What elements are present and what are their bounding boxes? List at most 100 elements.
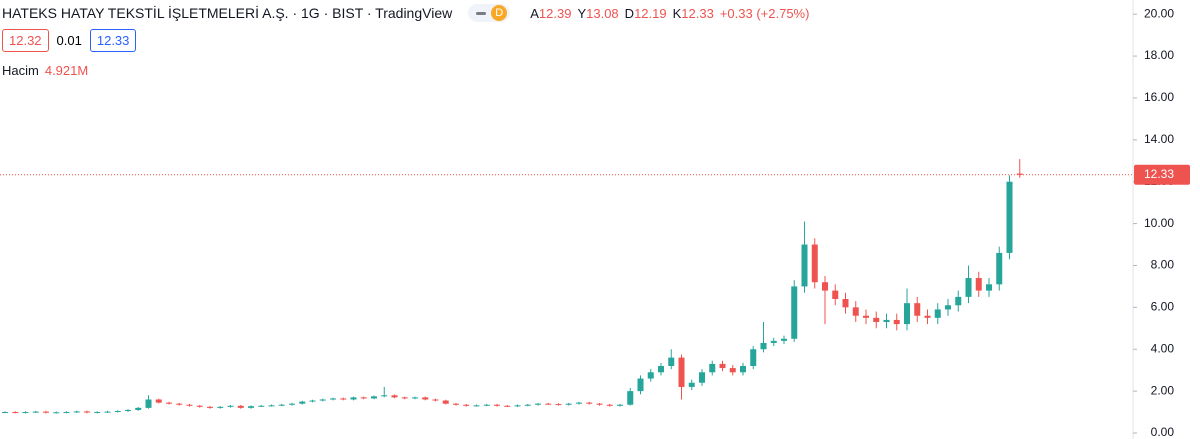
candle-body	[494, 404, 500, 406]
candle-body	[422, 397, 429, 400]
candle-body	[22, 412, 29, 414]
symbol-title: HATEKS HATAY TEKSTİL İŞLETMELERİ A.Ş. · …	[2, 5, 453, 21]
volume-value: 4.921M	[44, 63, 89, 78]
price-label: 12.33	[1144, 167, 1174, 181]
candle-body	[53, 412, 60, 414]
candle-body	[955, 296, 962, 306]
candle-body	[135, 407, 142, 410]
candle-body	[617, 404, 623, 406]
candle-body	[924, 315, 931, 318]
candle-body	[63, 412, 70, 414]
candle-body	[832, 290, 839, 299]
ohlc-value: 12.33	[681, 5, 714, 21]
candle-body	[637, 378, 644, 392]
candle-body	[237, 405, 244, 408]
y-tick-label: 2.00	[1151, 383, 1175, 397]
candle-body	[145, 399, 152, 408]
candle-body	[545, 403, 552, 405]
candle-body	[873, 317, 880, 323]
candle-body	[360, 397, 367, 399]
candle-body	[258, 405, 265, 407]
candle-body	[801, 244, 808, 287]
ohlc-key: K	[672, 5, 682, 21]
candle-body	[627, 391, 634, 405]
dash-icon	[476, 11, 487, 15]
ohlc-item: Y13.08	[577, 6, 618, 21]
y-tick-label: 8.00	[1151, 258, 1175, 272]
quote-row: 12.32 0.01 12.33	[2, 29, 137, 52]
candle-body	[719, 363, 726, 369]
candle-body	[350, 397, 357, 400]
ask[interactable]: 12.33	[89, 29, 137, 52]
badge-letter: D	[491, 5, 508, 21]
ohlc-key: A	[530, 5, 539, 21]
ohlc-key: D	[624, 5, 635, 21]
y-tick-label: 0.00	[1151, 425, 1175, 439]
candle-body	[268, 405, 275, 407]
candle-body	[791, 286, 798, 339]
candle-body	[945, 305, 951, 310]
y-tick-label: 18.00	[1144, 48, 1174, 62]
y-tick-label: 10.00	[1144, 216, 1174, 230]
candle-body	[688, 382, 695, 387]
candle-body	[84, 411, 90, 413]
ohlc-value: 12.39	[538, 5, 572, 21]
candle-body	[996, 252, 1003, 285]
candle-body	[12, 412, 19, 414]
candle-body	[504, 405, 511, 407]
volume-label: Hacim	[2, 63, 39, 78]
candle-body	[248, 406, 254, 408]
candle-body	[1006, 181, 1013, 253]
y-tick-label: 14.00	[1144, 132, 1174, 146]
ohlc-values: A12.39 Y13.08 D12.19 K12.33	[530, 6, 714, 21]
candle-body	[770, 340, 777, 343]
candle-body	[227, 405, 234, 407]
status-badge[interactable]: D	[468, 4, 511, 22]
candle-body	[811, 244, 818, 283]
candle-body	[842, 298, 849, 308]
candle-body	[975, 278, 982, 291]
price-label-bg	[1134, 164, 1190, 185]
candle-body	[535, 403, 541, 405]
candle-body	[401, 397, 408, 399]
candle-body	[852, 307, 859, 316]
candle-body	[606, 404, 613, 406]
candle-body	[647, 372, 654, 379]
candle-body	[986, 284, 992, 291]
candle-body	[43, 411, 49, 413]
legend-header: HATEKS HATAY TEKSTİL İŞLETMELERİ A.Ş. · …	[2, 4, 809, 22]
candle-body	[371, 396, 377, 399]
candle-body	[299, 401, 306, 404]
candle-body	[104, 411, 111, 413]
candle-body	[340, 398, 347, 400]
candle-body	[893, 319, 900, 325]
candle-body	[217, 406, 224, 408]
candle-body	[914, 303, 921, 316]
candle-body	[463, 404, 470, 406]
candle-body	[176, 403, 183, 405]
candle-body	[309, 400, 316, 402]
ohlc-item: A12.39	[530, 6, 571, 21]
volume-row: Hacim 4.921M	[2, 63, 88, 78]
candle-body	[729, 368, 736, 373]
candle-body	[524, 404, 531, 406]
candle-body	[32, 411, 39, 413]
candle-body	[678, 357, 685, 387]
candle-body	[166, 402, 172, 404]
candle-body	[483, 404, 490, 406]
bid[interactable]: 12.32	[2, 29, 49, 52]
candle-body	[391, 395, 398, 398]
candle-body	[760, 342, 767, 350]
candle-body	[453, 403, 459, 405]
candle-body	[94, 412, 101, 414]
candle-body	[432, 399, 439, 401]
candle-body	[668, 357, 675, 366]
candle-body	[822, 282, 828, 291]
candle-body	[863, 315, 869, 318]
candle-body	[186, 404, 193, 406]
y-tick-label: 16.00	[1144, 90, 1174, 104]
ohlc-item: K12.33	[673, 6, 714, 21]
candle-body	[442, 400, 449, 404]
candle-body	[381, 395, 388, 397]
